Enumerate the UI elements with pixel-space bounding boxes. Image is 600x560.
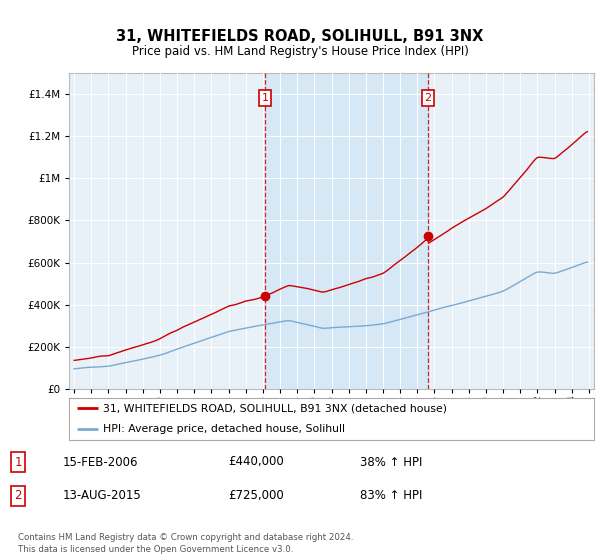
Text: Contains HM Land Registry data © Crown copyright and database right 2024.
This d: Contains HM Land Registry data © Crown c… xyxy=(18,533,353,554)
Text: 2: 2 xyxy=(424,93,431,103)
Text: 15-FEB-2006: 15-FEB-2006 xyxy=(63,455,139,469)
Text: 31, WHITEFIELDS ROAD, SOLIHULL, B91 3NX: 31, WHITEFIELDS ROAD, SOLIHULL, B91 3NX xyxy=(116,29,484,44)
Text: 13-AUG-2015: 13-AUG-2015 xyxy=(63,489,142,502)
Bar xyxy=(265,73,428,389)
Text: 83% ↑ HPI: 83% ↑ HPI xyxy=(360,489,422,502)
Text: 1: 1 xyxy=(14,455,22,469)
Text: 31, WHITEFIELDS ROAD, SOLIHULL, B91 3NX (detached house): 31, WHITEFIELDS ROAD, SOLIHULL, B91 3NX … xyxy=(103,403,447,413)
Text: Price paid vs. HM Land Registry's House Price Index (HPI): Price paid vs. HM Land Registry's House … xyxy=(131,45,469,58)
Text: £440,000: £440,000 xyxy=(228,455,284,469)
Text: HPI: Average price, detached house, Solihull: HPI: Average price, detached house, Soli… xyxy=(103,424,345,434)
Text: £725,000: £725,000 xyxy=(228,489,284,502)
Text: 2: 2 xyxy=(14,489,22,502)
Text: 38% ↑ HPI: 38% ↑ HPI xyxy=(360,455,422,469)
Text: 1: 1 xyxy=(262,93,268,103)
